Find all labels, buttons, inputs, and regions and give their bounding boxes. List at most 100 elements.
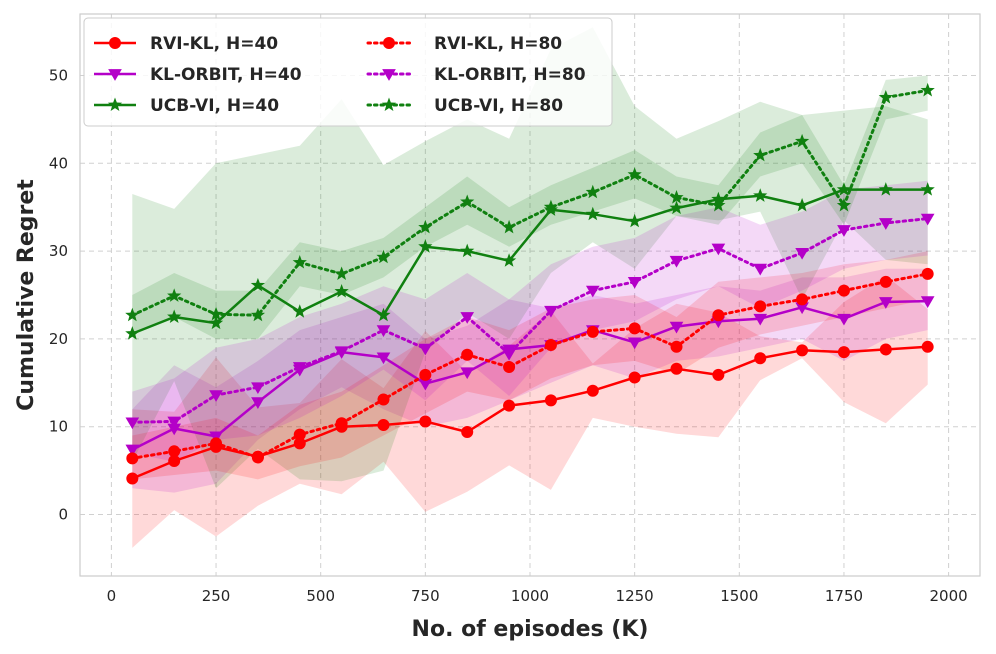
legend-label: KL-ORBIT, H=80 [434,65,586,85]
line-kl-orbit-h-80 [130,217,930,424]
point-ucb-vi-h-80 [460,194,475,208]
point-rvi-kl-h-80 [419,368,432,381]
point-ucb-vi-h-40 [292,304,307,318]
point-kl-orbit-h-80 [585,285,600,298]
band-rvi-kl-h-80 [132,251,928,480]
point-ucb-vi-h-80 [878,89,893,104]
legend-entry: UCB-VI, H=40 [94,96,279,116]
y-axis-title: Cumulative Regret [14,179,39,411]
legend-entry: KL-ORBIT, H=40 [94,65,302,85]
point-rvi-kl-h-40 [168,454,181,467]
legend-marker [107,97,123,112]
point-ucb-vi-h-80 [125,307,140,322]
x-tick-label: 500 [306,587,335,605]
point-rvi-kl-h-40 [921,340,934,353]
x-tick-labels: 0 250 500 750 1000 1250 1500 1750 2000 [107,587,968,605]
point-rvi-kl-h-80 [754,300,767,313]
point-ucb-vi-h-40 [920,182,935,196]
point-ucb-vi-h-80 [585,184,600,199]
point-ucb-vi-h-80 [920,82,935,97]
point-ucb-vi-h-40 [167,309,182,324]
point-rvi-kl-h-40 [628,371,641,384]
point-rvi-kl-h-80 [879,275,892,288]
legend-label: KL-ORBIT, H=40 [150,65,302,85]
point-rvi-kl-h-80 [335,417,348,430]
point-ucb-vi-h-40 [460,243,475,258]
y-tick-labels: 0 10 20 30 40 50 [49,66,68,523]
point-kl-orbit-h-40 [627,337,642,350]
confidence-bands [132,27,928,548]
plot-frame [79,13,981,577]
point-rvi-kl-h-80 [796,293,809,306]
point-kl-orbit-h-80 [753,263,768,276]
point-kl-orbit-h-80 [167,416,182,429]
point-rvi-kl-h-80 [461,348,474,361]
point-ucb-vi-h-40 [250,277,266,292]
point-kl-orbit-h-40 [837,313,851,326]
point-kl-orbit-h-80 [251,382,265,395]
point-rvi-kl-h-80 [210,437,223,450]
y-tick-label: 40 [49,154,68,172]
legend-label: UCB-VI, H=80 [434,96,563,116]
point-rvi-kl-h-80 [251,451,264,464]
point-ucb-vi-h-40 [418,239,433,253]
legend-entry: RVI-KL, H=80 [366,34,562,54]
band-ucb-vi-h-80 [132,75,928,339]
line-kl-orbit-h-40 [131,299,928,451]
point-ucb-vi-h-80 [501,219,517,234]
point-kl-orbit-h-80 [334,346,349,359]
legend-label: RVI-KL, H=40 [150,34,278,54]
point-ucb-vi-h-40 [125,326,140,340]
point-rvi-kl-h-80 [712,309,725,322]
point-ucb-vi-h-40 [376,307,391,322]
point-kl-orbit-h-40 [167,423,182,436]
point-rvi-kl-h-40 [796,344,809,357]
point-ucb-vi-h-40 [669,200,684,215]
point-ucb-vi-h-80 [836,197,852,212]
point-ucb-vi-h-80 [418,219,433,234]
point-rvi-kl-h-40 [879,343,892,356]
point-ucb-vi-h-40 [334,284,349,298]
legend-entry: UCB-VI, H=80 [366,96,563,116]
point-kl-orbit-h-40 [753,313,768,326]
x-tick-label: 2000 [930,587,968,605]
point-kl-orbit-h-80 [544,305,558,318]
x-tick-label: 1750 [825,587,863,605]
point-rvi-kl-h-80 [168,445,181,458]
point-ucb-vi-h-40 [208,315,224,330]
band-rvi-kl-h-40 [132,275,928,548]
point-kl-orbit-h-40 [125,444,140,457]
point-rvi-kl-h-40 [754,352,767,365]
point-kl-orbit-h-80 [711,243,726,256]
point-rvi-kl-h-80 [377,393,390,406]
point-ucb-vi-h-40 [878,182,893,196]
point-kl-orbit-h-80 [502,348,516,361]
x-tick-label: 750 [411,587,440,605]
point-ucb-vi-h-80 [753,147,768,162]
point-kl-orbit-h-80 [878,218,893,230]
y-tick-label: 20 [49,330,68,348]
point-ucb-vi-h-40 [585,206,600,221]
y-tick-label: 10 [49,418,68,436]
legend-marker [108,69,122,81]
x-tick-label: 250 [202,587,231,605]
point-kl-orbit-h-80 [920,213,935,226]
line-ucb-vi-h-40 [131,188,928,335]
band-kl-orbit-h-80 [132,180,928,462]
point-ucb-vi-h-80 [292,255,307,269]
point-kl-orbit-h-40 [795,302,809,315]
point-kl-orbit-h-80 [795,247,809,260]
point-kl-orbit-h-80 [669,255,684,268]
point-kl-orbit-h-40 [376,352,391,365]
y-tick-label: 50 [49,66,68,84]
line-ucb-vi-h-80 [130,88,930,317]
point-ucb-vi-h-80 [208,306,224,321]
point-kl-orbit-h-40 [920,296,935,308]
point-ucb-vi-h-80 [167,288,182,302]
band-ucb-vi-h-40 [132,27,928,489]
point-rvi-kl-h-40 [419,415,432,428]
point-ucb-vi-h-80 [334,266,349,280]
point-kl-orbit-h-40 [251,397,265,409]
series-lines [130,88,930,480]
